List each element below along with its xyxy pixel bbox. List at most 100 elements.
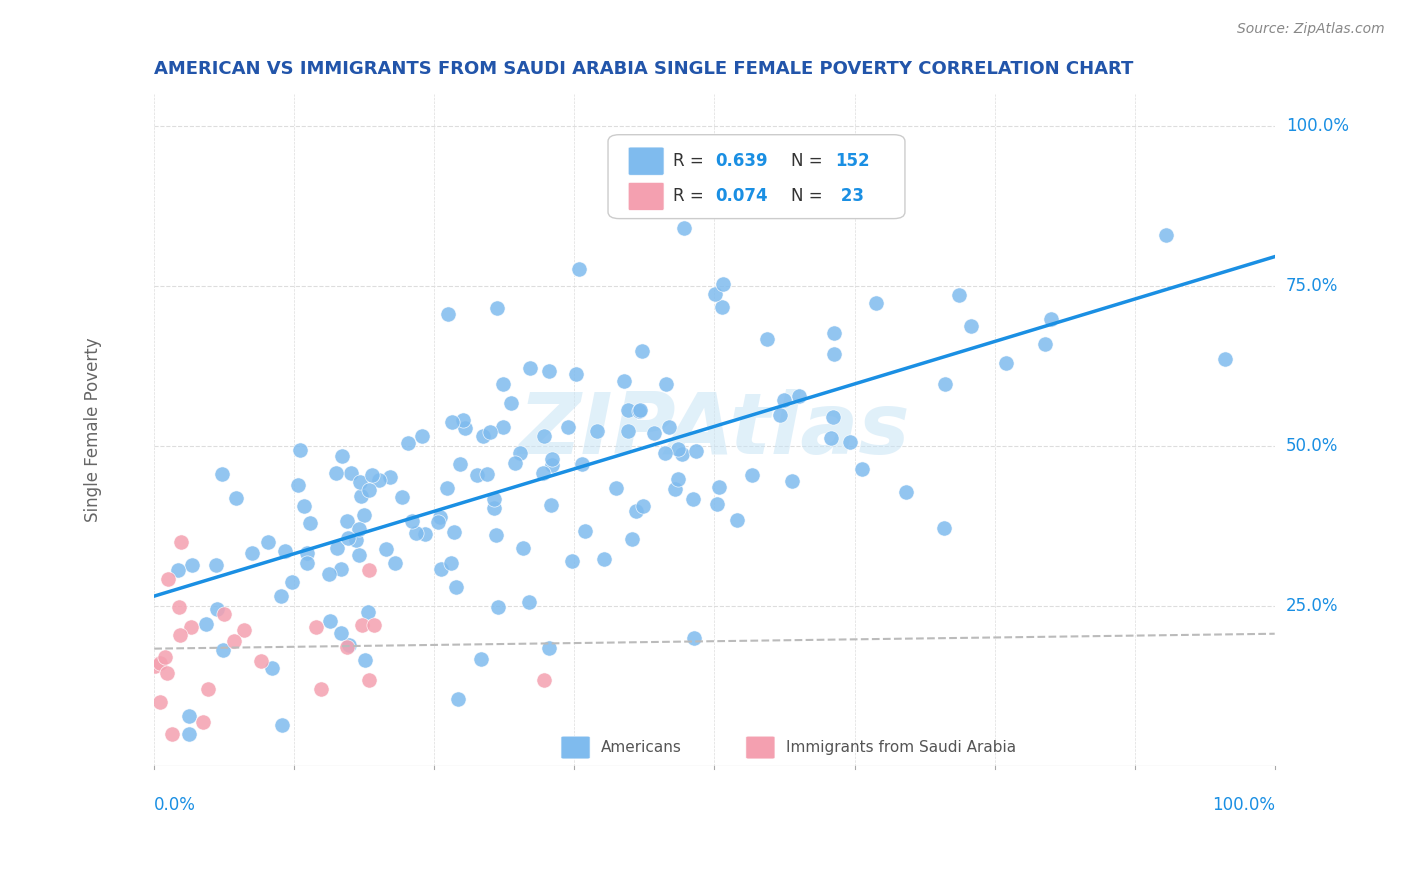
Text: N =: N = (790, 153, 828, 170)
Point (181, 558, 204, 572)
Point (336, 640, 359, 654)
Point (281, 574, 304, 589)
Point (437, 307, 460, 321)
Point (143, 659, 166, 673)
Point (509, 446, 531, 460)
Point (531, 466, 554, 480)
FancyBboxPatch shape (628, 147, 664, 175)
Point (149, 695, 172, 709)
Point (157, 572, 180, 586)
Point (405, 526, 427, 541)
Point (160, 727, 183, 741)
Point (859, 183, 882, 197)
Point (197, 681, 219, 696)
Point (211, 467, 233, 482)
Point (616, 424, 638, 438)
Point (384, 556, 406, 570)
Point (318, 567, 340, 582)
FancyBboxPatch shape (607, 135, 905, 219)
Point (177, 709, 200, 723)
Point (465, 467, 488, 482)
Point (367, 473, 389, 487)
Point (225, 491, 247, 506)
Point (994, 356, 1017, 370)
Point (222, 634, 245, 648)
Point (820, 431, 842, 445)
Point (519, 360, 541, 375)
Point (374, 541, 396, 556)
Point (211, 643, 233, 657)
Point (396, 436, 419, 450)
Point (682, 491, 704, 506)
Point (169, 628, 191, 642)
Point (309, 682, 332, 697)
Point (294, 499, 316, 513)
Point (865, 296, 887, 310)
Point (270, 589, 292, 603)
Point (180, 620, 202, 634)
Point (821, 409, 844, 424)
Text: 0.639: 0.639 (716, 153, 768, 170)
Point (170, 535, 193, 549)
Text: 152: 152 (835, 153, 870, 170)
Point (486, 600, 509, 615)
Point (329, 562, 352, 576)
Point (205, 601, 228, 615)
Point (574, 524, 596, 538)
Point (492, 377, 515, 392)
Point (571, 457, 593, 471)
Point (666, 472, 689, 486)
Point (443, 525, 465, 540)
Point (664, 482, 686, 496)
Point (823, 347, 845, 361)
Point (658, 419, 681, 434)
Text: R =: R = (673, 187, 709, 205)
Point (654, 445, 676, 459)
Point (823, 326, 845, 340)
Point (287, 477, 309, 491)
Point (711, 277, 734, 291)
Point (533, 428, 555, 442)
Point (204, 558, 226, 572)
Point (631, 499, 654, 513)
Point (347, 522, 370, 536)
Point (429, 510, 451, 524)
Text: 23: 23 (835, 187, 865, 205)
Point (295, 546, 318, 560)
Point (613, 374, 636, 388)
Text: 0.074: 0.074 (716, 187, 768, 205)
Point (1033, 337, 1056, 351)
Point (349, 549, 371, 563)
Point (262, 661, 284, 675)
Point (273, 544, 295, 558)
Point (1154, 228, 1177, 243)
Text: AMERICAN VS IMMIGRANTS FROM SAUDI ARABIA SINGLE FEMALE POVERTY CORRELATION CHART: AMERICAN VS IMMIGRANTS FROM SAUDI ARABIA… (155, 60, 1133, 78)
Point (709, 480, 731, 494)
FancyBboxPatch shape (561, 736, 591, 759)
Point (960, 319, 983, 334)
Point (537, 364, 560, 378)
Point (537, 641, 560, 656)
Text: N =: N = (790, 187, 828, 205)
Point (271, 718, 294, 732)
Text: ZIPAtlas: ZIPAtlas (519, 389, 910, 472)
Point (194, 617, 217, 632)
Point (628, 403, 651, 417)
Point (616, 402, 638, 417)
Point (167, 600, 190, 615)
Point (191, 714, 214, 729)
Point (257, 535, 280, 549)
Point (769, 408, 792, 422)
Point (359, 483, 381, 498)
Point (492, 419, 515, 434)
Point (780, 474, 803, 488)
Point (685, 444, 707, 458)
Point (155, 650, 177, 665)
Point (585, 424, 607, 438)
Text: Single Female Poverty: Single Female Poverty (83, 338, 101, 523)
Point (357, 673, 380, 687)
Point (430, 562, 453, 576)
Point (426, 515, 449, 529)
Point (177, 727, 200, 741)
Point (934, 376, 956, 391)
